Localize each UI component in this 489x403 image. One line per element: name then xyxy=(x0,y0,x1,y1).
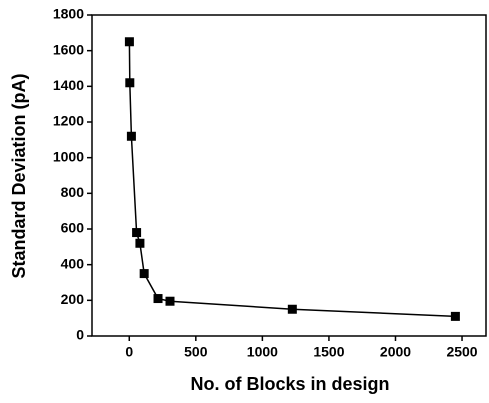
x-tick-label: 2000 xyxy=(380,344,411,360)
marker xyxy=(287,304,297,314)
y-axis-title: Standard Deviation (pA) xyxy=(9,73,29,278)
marker xyxy=(450,311,460,321)
y-tick-label: 1400 xyxy=(53,77,84,93)
x-tick-label: 500 xyxy=(184,344,208,360)
x-tick-label: 0 xyxy=(125,344,133,360)
y-tick-label: 0 xyxy=(76,327,84,343)
marker xyxy=(153,294,163,304)
x-tick-label: 2500 xyxy=(446,344,477,360)
y-tick-label: 800 xyxy=(61,184,85,200)
marker xyxy=(132,228,142,238)
marker xyxy=(165,296,175,306)
x-tick-label: 1000 xyxy=(247,344,278,360)
y-tick-label: 200 xyxy=(61,291,85,307)
x-axis-title: No. of Blocks in design xyxy=(190,374,389,394)
marker xyxy=(125,78,135,88)
marker xyxy=(135,238,145,248)
marker xyxy=(139,269,149,279)
x-tick-label: 1500 xyxy=(313,344,344,360)
marker xyxy=(126,131,136,141)
plot-frame xyxy=(91,14,487,337)
y-tick-label: 400 xyxy=(61,255,85,271)
y-tick-label: 600 xyxy=(61,220,85,236)
marker xyxy=(124,37,134,47)
series-line xyxy=(128,41,456,318)
y-tick-label: 1200 xyxy=(53,113,84,129)
y-tick-label: 1000 xyxy=(53,148,84,164)
y-tick-label: 1600 xyxy=(53,41,84,57)
y-tick-label: 1800 xyxy=(53,6,84,22)
